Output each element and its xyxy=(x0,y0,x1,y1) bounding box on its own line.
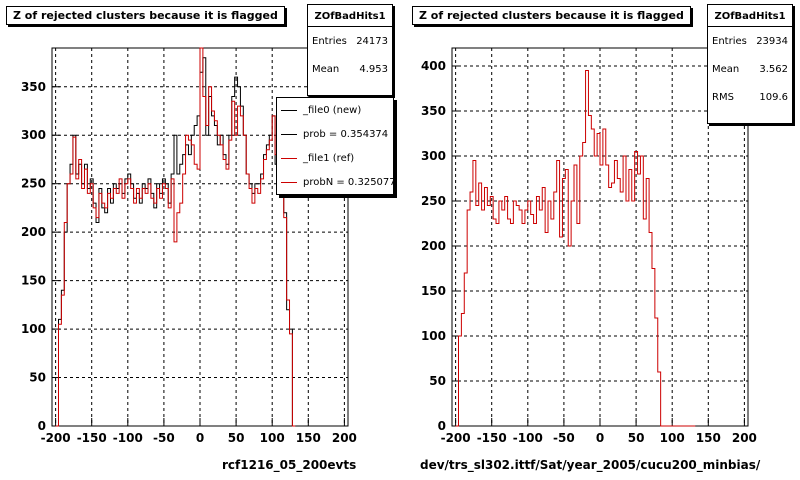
right-y-tick-label-7: 350 xyxy=(421,104,446,118)
right-series-0-histogram xyxy=(455,70,696,427)
right-y-tick-label-1: 50 xyxy=(429,374,446,388)
legend-entry-file0: _file0 (new) xyxy=(277,98,393,122)
left-stats-entries-label: Entries xyxy=(312,35,347,47)
left-y-tick-label-7: 350 xyxy=(21,80,46,94)
right-x-tick-label-5: 50 xyxy=(628,431,645,445)
left-stats-mean-label: Mean xyxy=(312,63,340,75)
right-histogram-plot: -200 -150 -100 -50 0 50 100 150 200 0 50 100 150 200 2… xyxy=(421,47,757,445)
right-x-tick-label-3: -50 xyxy=(553,431,575,445)
right-stats-rms-value: 109.6 xyxy=(759,91,788,103)
legend-label-prob: prob = 0.354374 xyxy=(303,128,389,140)
right-stats-name: ZOfBadHits1 xyxy=(708,5,792,27)
left-y-tick-label-0: 0 xyxy=(38,419,46,433)
right-x-axis-title: dev/trs_sl302.ittf/Sat/year_2005/cucu200… xyxy=(420,458,761,472)
legend-label-file1: _file1 (ref) xyxy=(303,152,355,164)
left-series-1-histogram xyxy=(55,47,296,427)
left-y-tick-label-3: 150 xyxy=(21,274,46,288)
left-x-tick-label-4: 0 xyxy=(196,431,204,445)
left-legend: _file0 (new) prob = 0.354374 _file1 (ref… xyxy=(276,97,394,195)
right-y-tick-label-0: 0 xyxy=(438,419,446,433)
right-y-tick-label-3: 150 xyxy=(421,284,446,298)
left-x-tick-label-2: -100 xyxy=(113,431,143,445)
right-x-tick-label-1: -150 xyxy=(477,431,507,445)
left-y-tick-label-6: 300 xyxy=(21,128,46,142)
right-stats-box: ZOfBadHits1 Entries 23934 Mean 3.562 RMS… xyxy=(707,4,793,124)
left-y-tick-label-2: 100 xyxy=(21,322,46,336)
left-y-tick-label-4: 200 xyxy=(21,225,46,239)
right-x-tick-label-6: 100 xyxy=(660,431,685,445)
left-histogram-plot: -200 -150 -100 -50 0 50 100 150 200 0 50 100 150 200 2… xyxy=(21,47,357,445)
right-stats-rms-label: RMS xyxy=(712,91,734,103)
right-y-tick-label-8: 400 xyxy=(421,59,446,73)
right-stats-mean-value: 3.562 xyxy=(759,63,788,75)
left-x-tick-label-1: -150 xyxy=(77,431,107,445)
legend-swatch-probn xyxy=(281,181,297,183)
left-x-tick-label-7: 150 xyxy=(296,431,321,445)
right-stats-row-mean: Mean 3.562 xyxy=(708,55,792,83)
legend-swatch-file0 xyxy=(281,109,297,111)
right-x-tick-label-7: 150 xyxy=(696,431,721,445)
right-stats-mean-label: Mean xyxy=(712,63,740,75)
left-chart-pad: -200 -150 -100 -50 0 50 100 150 200 0 50 100 150 200 2… xyxy=(6,4,394,472)
left-x-tick-label-3: -50 xyxy=(153,431,175,445)
left-stats-mean-value: 4.953 xyxy=(359,63,388,75)
right-stats-entries-value: 23934 xyxy=(756,35,788,47)
right-x-tick-label-8: 200 xyxy=(732,431,757,445)
right-chart-pad: -200 -150 -100 -50 0 50 100 150 200 0 50 100 150 200 2… xyxy=(400,0,800,480)
legend-label-probn: probN = 0.325077 xyxy=(303,176,394,188)
right-y-tick-label-4: 200 xyxy=(421,239,446,253)
right-stats-entries-label: Entries xyxy=(712,35,747,47)
left-x-tick-label-6: 100 xyxy=(260,431,285,445)
right-x-tick-label-4: 0 xyxy=(596,431,604,445)
left-y-tick-label-5: 250 xyxy=(21,177,46,191)
right-y-tick-label-6: 300 xyxy=(421,149,446,163)
right-x-tick-label-0: -200 xyxy=(441,431,471,445)
right-x-tick-label-2: -100 xyxy=(513,431,543,445)
right-stats-row-entries: Entries 23934 xyxy=(708,27,792,55)
legend-entry-prob: prob = 0.354374 xyxy=(277,122,393,146)
left-stats-row-mean: Mean 4.953 xyxy=(308,55,392,83)
left-stats-box: ZOfBadHits1 Entries 24173 Mean 4.953 xyxy=(307,4,393,96)
left-x-tick-label-5: 50 xyxy=(228,431,245,445)
right-y-tick-label-2: 100 xyxy=(421,329,446,343)
right-stats-row-rms: RMS 109.6 xyxy=(708,83,792,111)
legend-swatch-prob xyxy=(281,133,297,135)
legend-entry-file1: _file1 (ref) xyxy=(277,146,393,170)
right-y-tick-label-5: 250 xyxy=(421,194,446,208)
left-stats-row-entries: Entries 24173 xyxy=(308,27,392,55)
right-chart-title: Z of rejected clusters because it is fla… xyxy=(412,6,691,25)
legend-entry-probn: probN = 0.325077 xyxy=(277,170,393,194)
left-stats-name: ZOfBadHits1 xyxy=(308,5,392,27)
left-x-tick-label-0: -200 xyxy=(41,431,71,445)
legend-swatch-file1 xyxy=(281,157,297,159)
left-x-axis-title: rcf1216_05_200evts xyxy=(222,458,357,472)
left-x-tick-label-8: 200 xyxy=(332,431,357,445)
left-chart-title: Z of rejected clusters because it is fla… xyxy=(6,6,285,25)
left-stats-entries-value: 24173 xyxy=(356,35,388,47)
left-y-tick-label-1: 50 xyxy=(29,371,46,385)
legend-label-file0: _file0 (new) xyxy=(303,104,362,116)
